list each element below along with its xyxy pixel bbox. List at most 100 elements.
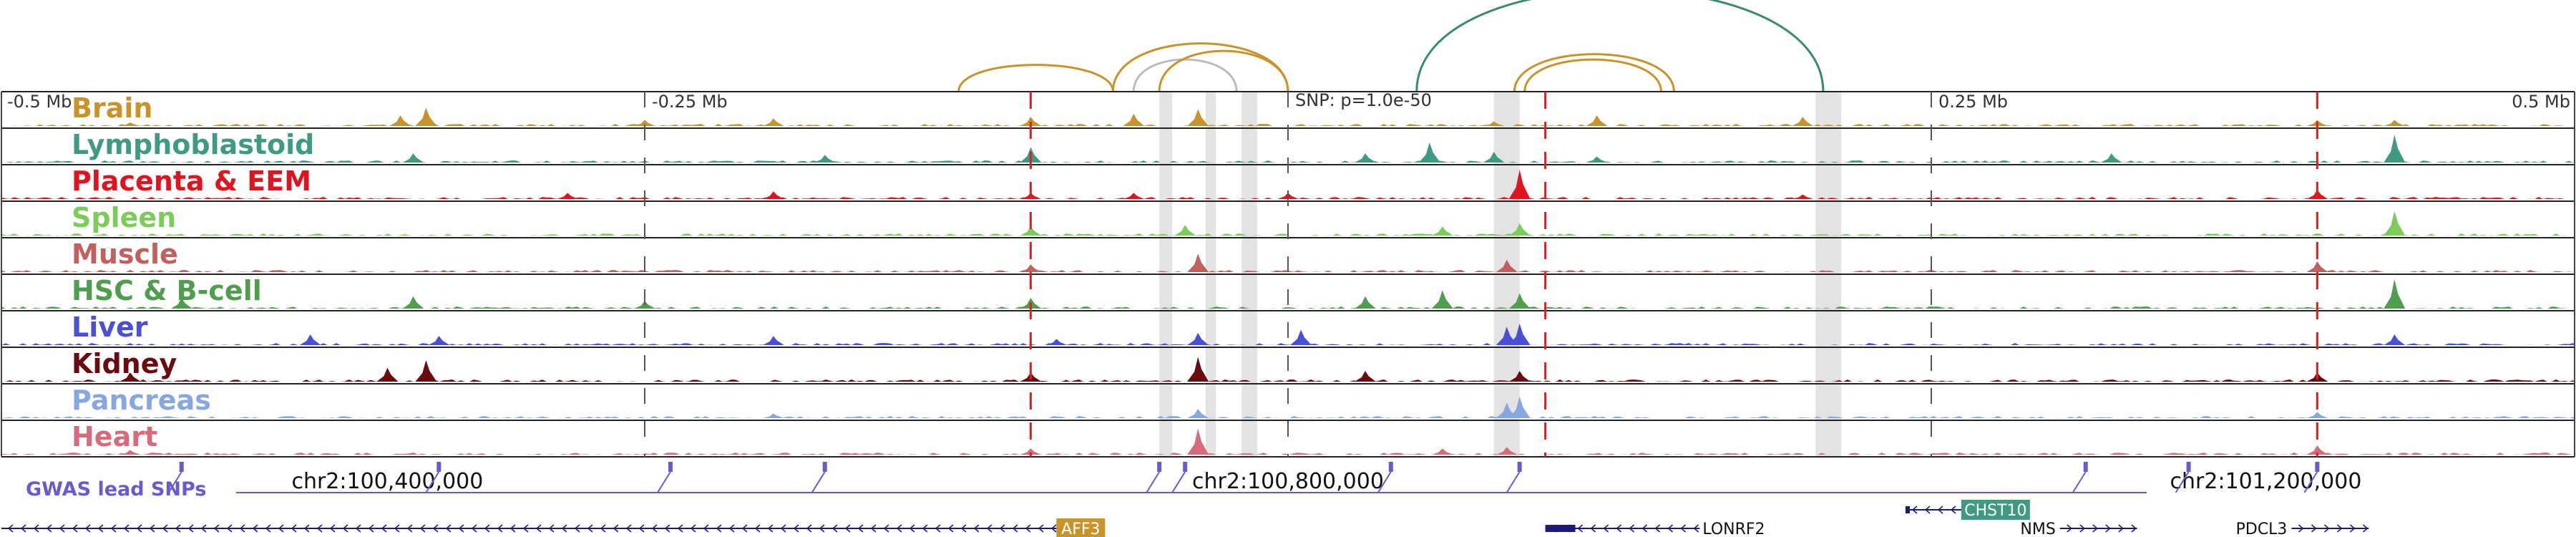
coordinate-label-2: chr2:101,200,000 xyxy=(2170,469,2362,494)
strand-arrow xyxy=(935,524,941,533)
signal-peak xyxy=(1020,117,1042,126)
track-label: Brain xyxy=(72,92,152,124)
signal-peak xyxy=(1508,170,1531,199)
signal-peak xyxy=(1045,339,1068,345)
track-hsc-b-cell: HSC & B-cell xyxy=(1,274,2575,309)
coordinate-label-0: chr2:100,400,000 xyxy=(291,469,483,494)
strand-arrow xyxy=(59,524,65,533)
strand-arrow xyxy=(587,524,593,533)
gwas-snp-marker-2 xyxy=(668,462,673,472)
strand-arrow xyxy=(613,524,619,533)
strand-arrow xyxy=(844,524,851,533)
strand-arrow xyxy=(1050,524,1057,533)
strand-arrow xyxy=(123,524,130,533)
gwas-snp-marker-8 xyxy=(2083,462,2088,472)
track-baseline-signal xyxy=(1,306,2575,309)
strand-arrow xyxy=(780,524,786,533)
strand-arrow xyxy=(1012,524,1018,533)
strand-arrow xyxy=(316,524,323,533)
strand-arrow xyxy=(265,524,271,533)
strand-arrow xyxy=(754,524,761,533)
gwas-snp-connector-1 xyxy=(425,471,440,493)
strand-arrow xyxy=(1654,524,1661,533)
strand-arrow xyxy=(2118,524,2124,533)
strand-arrow xyxy=(2323,524,2330,533)
signal-peak xyxy=(119,372,141,382)
strand-arrow xyxy=(2092,524,2098,533)
strand-arrow xyxy=(162,524,168,533)
gwas-snp-connector-2 xyxy=(657,471,671,493)
signal-peak xyxy=(1508,293,1531,309)
signal-peak xyxy=(119,122,141,126)
signal-peak xyxy=(2306,445,2328,455)
strand-arrow xyxy=(368,524,374,533)
gwas-snp-connector-0 xyxy=(167,471,182,493)
strand-arrow xyxy=(46,524,52,533)
signal-peak xyxy=(119,450,141,455)
strand-arrow xyxy=(2105,524,2111,533)
snp-annotation-label: SNP: p=1.0e-50 xyxy=(1295,90,1432,110)
loop-arc-2 xyxy=(1132,58,1238,92)
signal-peak xyxy=(1418,142,1440,163)
strand-arrow xyxy=(561,524,567,533)
strand-arrow xyxy=(1616,524,1622,533)
signal-peak xyxy=(1431,226,1453,236)
strand-arrow xyxy=(535,524,542,533)
strand-arrow xyxy=(136,524,142,533)
strand-arrow xyxy=(922,524,928,533)
track-label: Spleen xyxy=(72,202,176,233)
signal-peak xyxy=(2384,334,2406,345)
gwas-snp-connector-6 xyxy=(1377,471,1392,493)
signal-peak xyxy=(1187,109,1209,126)
signal-peak xyxy=(1289,329,1312,345)
strand-arrow xyxy=(329,524,336,533)
gene-name: PDCL3 xyxy=(2236,521,2288,537)
signal-peak xyxy=(1020,226,1042,236)
gene-label-box xyxy=(1056,518,1106,537)
track-label: Muscle xyxy=(72,238,178,270)
signal-peak xyxy=(762,118,784,126)
strand-arrow xyxy=(2298,524,2304,533)
signal-peak xyxy=(2384,279,2406,309)
strand-arrow xyxy=(819,524,825,533)
loop-arc-1 xyxy=(1111,42,1289,92)
gene-lonrf2: LONRF2 xyxy=(1545,521,1765,537)
track-label: HSC & B-cell xyxy=(72,275,262,306)
strand-arrow xyxy=(1924,505,1931,514)
strand-arrow xyxy=(213,524,220,533)
strand-arrow xyxy=(2349,524,2356,533)
signal-peak xyxy=(402,296,424,309)
track-label: Heart xyxy=(72,421,157,453)
strand-arrow xyxy=(767,524,774,533)
gwas-track-label: GWAS lead SNPs xyxy=(26,478,206,500)
strand-arrow xyxy=(149,524,155,533)
strand-arrow xyxy=(1950,505,1956,514)
signal-peak xyxy=(634,120,655,126)
signal-peak xyxy=(762,191,784,199)
strand-arrow xyxy=(999,524,1005,533)
signal-peak xyxy=(1508,396,1531,418)
track-liver: Liver xyxy=(1,310,2575,345)
strand-arrow xyxy=(497,524,503,533)
strand-arrow xyxy=(857,524,864,533)
strand-arrow xyxy=(84,524,91,533)
gwas-snp-marker-6 xyxy=(1388,462,1393,472)
gwas-snp-marker-5 xyxy=(1183,462,1188,472)
track-label: Pancreas xyxy=(72,384,211,416)
strand-arrow xyxy=(226,524,233,533)
strand-arrow xyxy=(625,524,632,533)
signal-peak xyxy=(1187,332,1209,345)
genomic-coordinates: chr2:100,400,000 chr2:100,800,000 chr2:101… xyxy=(291,469,2361,494)
track-label: Liver xyxy=(72,311,148,343)
gwas-snp-marker-7 xyxy=(1517,462,1522,472)
track-label: Kidney xyxy=(72,348,177,379)
signal-peak xyxy=(389,115,411,126)
strand-arrow xyxy=(1680,524,1687,533)
gwas-snp-connector-5 xyxy=(1171,471,1186,493)
signal-peak xyxy=(2100,153,2122,163)
strand-arrow xyxy=(728,524,735,533)
gene-aff3: AFF3 xyxy=(1,518,1106,537)
strand-arrow xyxy=(909,524,915,533)
strand-arrow xyxy=(664,524,670,533)
strand-arrow xyxy=(522,524,529,533)
